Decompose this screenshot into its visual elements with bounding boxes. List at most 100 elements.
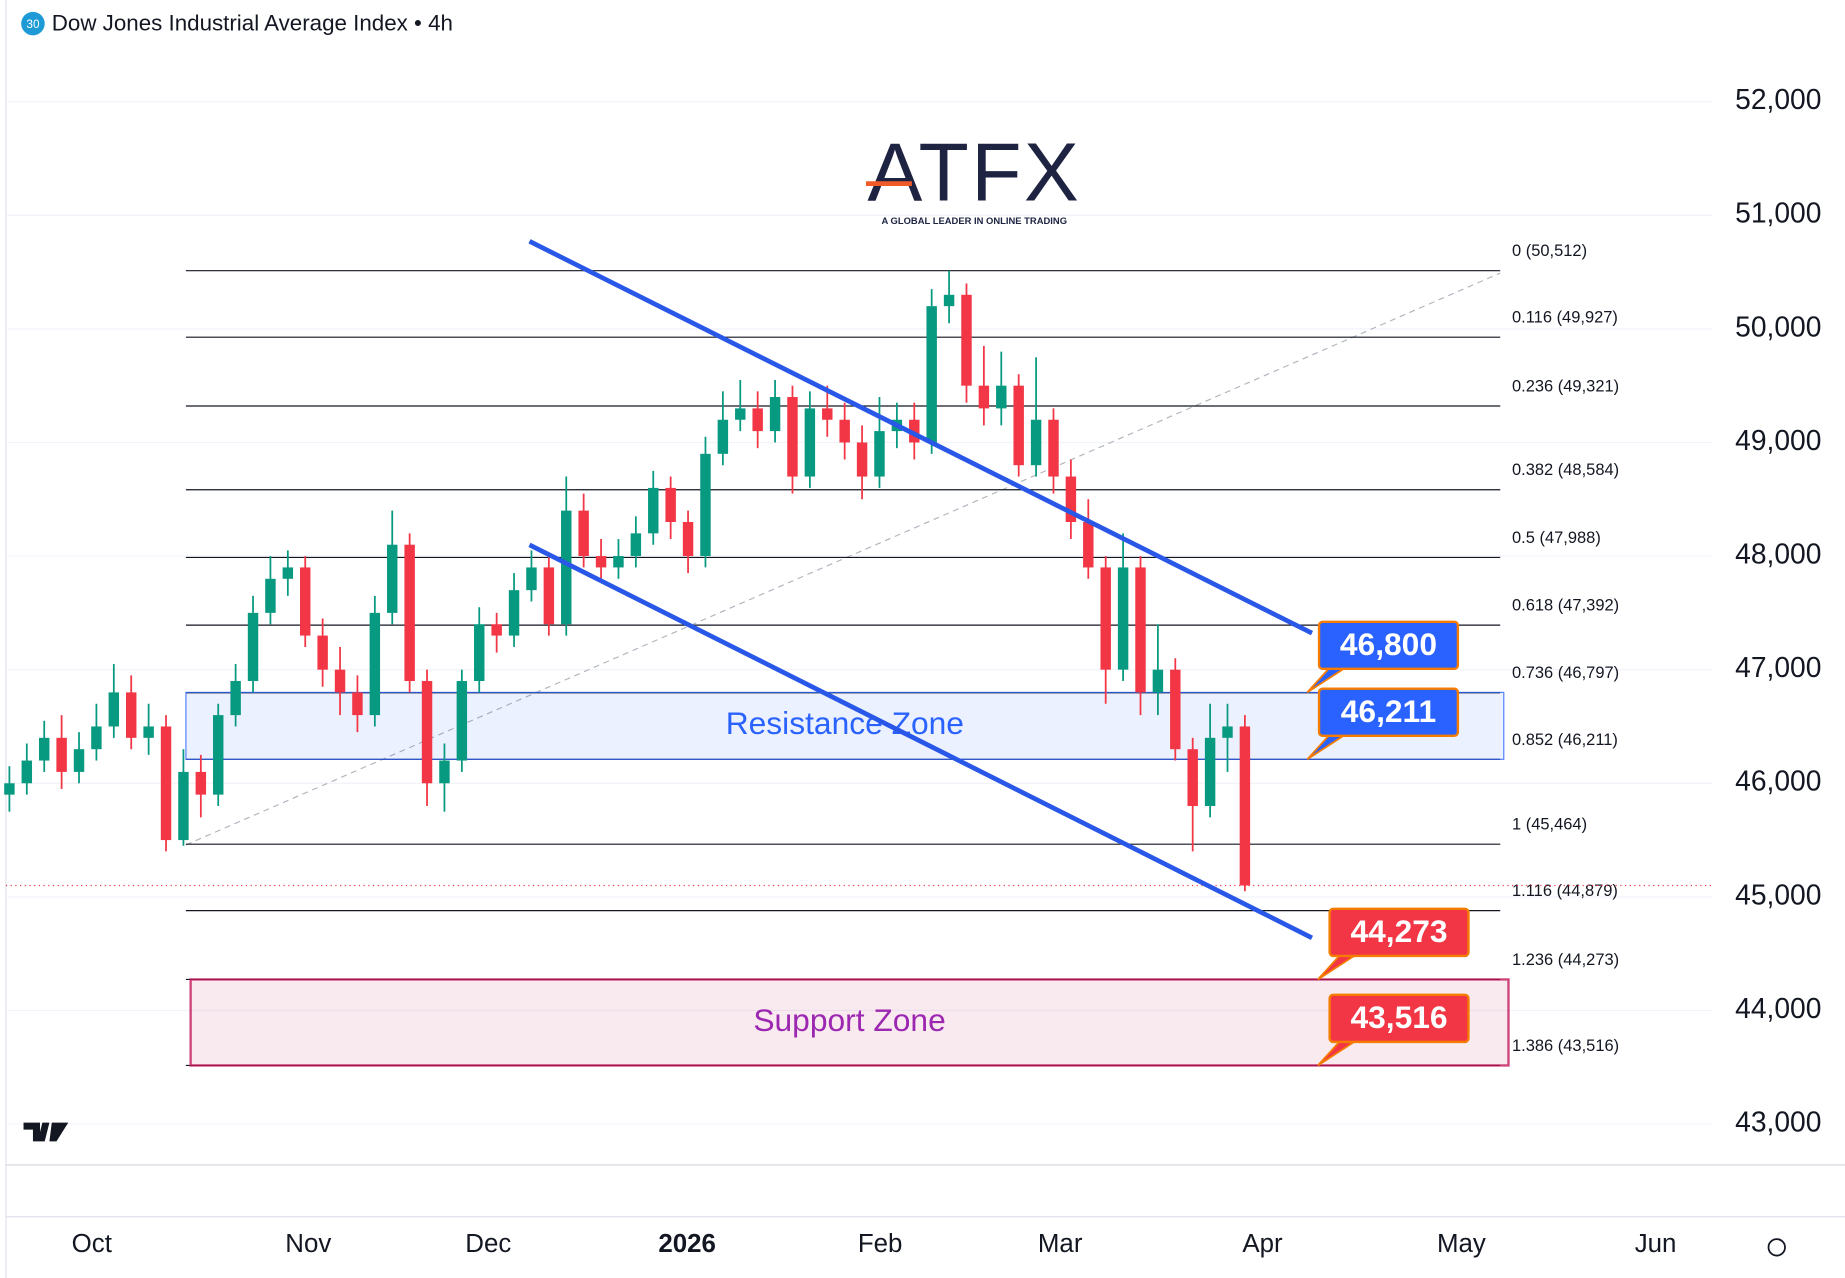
- candle-body: [178, 771, 189, 841]
- candle-body: [421, 681, 433, 784]
- fib-level-label: 0.236 (49,321): [1512, 378, 1619, 396]
- symbol-badge-text: 30: [26, 18, 40, 31]
- fib-level-label: 0.852 (46,211): [1512, 731, 1618, 749]
- zones: Resistance Zone Support Zone: [185, 691, 1510, 1067]
- candle-body: [387, 544, 398, 613]
- fib-level-label: 0.116 (49,927): [1512, 309, 1618, 327]
- fib-level-label: 1.386 (43,516): [1512, 1037, 1619, 1055]
- candle-body: [1239, 726, 1251, 886]
- candle-body: [787, 397, 798, 477]
- x-tick-label: Jun: [1635, 1230, 1677, 1258]
- candle-body: [508, 590, 520, 636]
- callout-pointer: [1317, 952, 1359, 981]
- x-tick-label: Dec: [465, 1230, 511, 1258]
- candle-body: [961, 294, 972, 386]
- candle-body: [126, 692, 137, 738]
- candle-body: [839, 419, 850, 443]
- fib-level-label: 1.236 (44,273): [1512, 951, 1619, 969]
- channel: [528, 239, 1314, 940]
- x-tick-label: May: [1437, 1230, 1486, 1258]
- candle-body: [648, 487, 659, 534]
- candle-body: [630, 533, 642, 557]
- candle-body: [108, 692, 120, 727]
- callout-pointer: [1317, 1038, 1359, 1067]
- candle-body: [804, 408, 816, 477]
- y-tick-label: 44,000: [1735, 992, 1821, 1024]
- candle-body: [4, 783, 15, 795]
- candle-body: [317, 635, 328, 670]
- logo-tagline: A GLOBAL LEADER IN ONLINE TRADING: [882, 215, 1068, 226]
- candle-body: [735, 408, 746, 420]
- candle-body: [265, 578, 276, 613]
- candle-body: [21, 760, 33, 784]
- candle-body: [543, 567, 555, 625]
- fib-level-label: 0.618 (47,392): [1512, 597, 1619, 615]
- candle-body: [682, 521, 694, 557]
- candle-body: [38, 737, 50, 761]
- candle-body: [769, 397, 781, 432]
- candle-body: [595, 556, 607, 568]
- candle-body: [822, 408, 833, 420]
- candle-body: [526, 567, 537, 591]
- candle-body: [1100, 567, 1111, 670]
- candle-body: [1117, 567, 1129, 670]
- channel-upper: [528, 239, 1314, 636]
- symbol-badge: [21, 11, 45, 36]
- tv-logo: [23, 1122, 69, 1142]
- candle-body: [439, 760, 450, 784]
- zone-box: [189, 978, 1510, 1067]
- fib-level-label: 0.736 (46,797): [1512, 664, 1619, 682]
- candle-body: [752, 408, 763, 432]
- channel-lower: [528, 542, 1314, 940]
- x-tick-label: Mar: [1038, 1230, 1083, 1258]
- settings-icon[interactable]: [1767, 1238, 1786, 1257]
- candle-body: [578, 510, 589, 557]
- candle-body: [491, 624, 502, 636]
- candle-body: [874, 431, 885, 477]
- candle-body: [300, 567, 311, 636]
- candle-body: [1204, 737, 1216, 806]
- tv-logo-mark: [23, 1122, 69, 1142]
- candle-body: [700, 453, 711, 557]
- fib-level-label: 0.382 (48,584): [1512, 461, 1619, 479]
- candle-body: [1222, 726, 1233, 738]
- logo-brand: ATFX: [867, 127, 1081, 219]
- candle-body: [1013, 385, 1024, 466]
- candle-body: [91, 726, 102, 750]
- callout-box: [1317, 620, 1460, 671]
- candle-body: [1170, 669, 1181, 750]
- callouts: 46,800 46,211 44,273 43,516: [1306, 620, 1470, 1067]
- callout-box: [1328, 907, 1470, 958]
- candle-body: [717, 419, 729, 454]
- y-tick-label: 47,000: [1735, 651, 1821, 683]
- candle-body: [996, 385, 1007, 409]
- candle-body: [978, 385, 990, 409]
- candle-body: [1187, 749, 1198, 806]
- callout-box: [1317, 687, 1460, 737]
- candle-body: [282, 567, 294, 579]
- y-tick-label: 52,000: [1735, 83, 1821, 115]
- candle-body: [369, 612, 381, 716]
- x-tick-label: Apr: [1242, 1230, 1283, 1258]
- candle-body: [352, 692, 363, 716]
- candle-body: [73, 749, 85, 772]
- candle-body: [456, 681, 468, 761]
- fib-level-label: 1 (45,464): [1512, 816, 1587, 834]
- y-tick-label: 43,000: [1735, 1106, 1821, 1138]
- x-tick-label: Oct: [72, 1230, 112, 1258]
- callout-label: 46,211: [1341, 693, 1436, 729]
- candle-body: [1135, 567, 1146, 693]
- callout-box: [1328, 993, 1470, 1044]
- y-tick-label: 45,000: [1735, 878, 1821, 910]
- candle-body: [230, 681, 241, 716]
- fib-level-label: 0 (50,512): [1512, 242, 1587, 260]
- candle-body: [665, 487, 676, 522]
- callout-pointer: [1306, 732, 1348, 761]
- logo: ATFX A GLOBAL LEADER IN ONLINE TRADING: [866, 127, 1081, 226]
- x-tick-label: Nov: [285, 1230, 331, 1258]
- candle-body: [247, 612, 259, 682]
- candle-body: [334, 669, 346, 693]
- candle-body: [561, 510, 572, 625]
- candle-body: [404, 544, 415, 682]
